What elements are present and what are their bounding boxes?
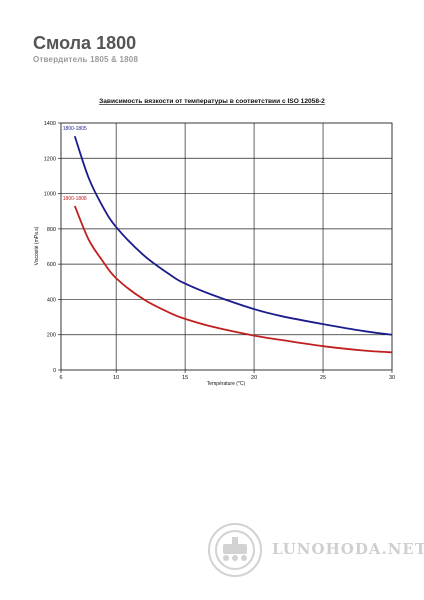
- series-lines: [73, 135, 393, 354]
- series-line-2: [73, 205, 393, 354]
- x-axis-label: Température (°C): [207, 381, 246, 387]
- y-tick-label: 0: [53, 368, 56, 374]
- y-tick-label: 200: [47, 333, 56, 339]
- y-ticks: 0 200 400 600 800 1000 1200 1400: [44, 121, 61, 374]
- page-subtitle: Отвердитель 1805 & 1808: [33, 55, 139, 64]
- y-tick-label: 800: [47, 227, 56, 233]
- grid: [61, 123, 392, 370]
- series-labels: 1800-1805 1800-1808: [63, 126, 87, 202]
- series-label-2: 1800-1808: [63, 196, 87, 202]
- series-label-1: 1800-1805: [63, 126, 87, 132]
- y-tick-label: 600: [47, 262, 56, 268]
- x-tick-label: 30: [389, 375, 395, 381]
- x-tick-label: 15: [182, 375, 188, 381]
- watermark-text: LUNOHODA.NET: [272, 540, 424, 558]
- x-tick-label: 25: [320, 375, 326, 381]
- y-axis-label: Viscosité (mPa.s): [34, 226, 40, 265]
- x-tick-label: 6: [59, 375, 62, 381]
- series-line-1: [73, 135, 393, 336]
- y-tick-label: 400: [47, 297, 56, 303]
- page-title: Смола 1800: [33, 33, 137, 53]
- x-ticks: 6 10 15 20 25 30: [59, 370, 395, 381]
- chart-title: Зависимость вязкости от температуры в со…: [99, 98, 325, 105]
- plot-frame: [60, 122, 393, 371]
- x-tick-label: 20: [251, 375, 257, 381]
- y-tick-label: 1000: [44, 192, 56, 198]
- y-tick-label: 1400: [44, 121, 56, 127]
- x-tick-label: 10: [113, 375, 119, 381]
- rover-badge-icon: [208, 523, 262, 577]
- y-tick-label: 1200: [44, 156, 56, 162]
